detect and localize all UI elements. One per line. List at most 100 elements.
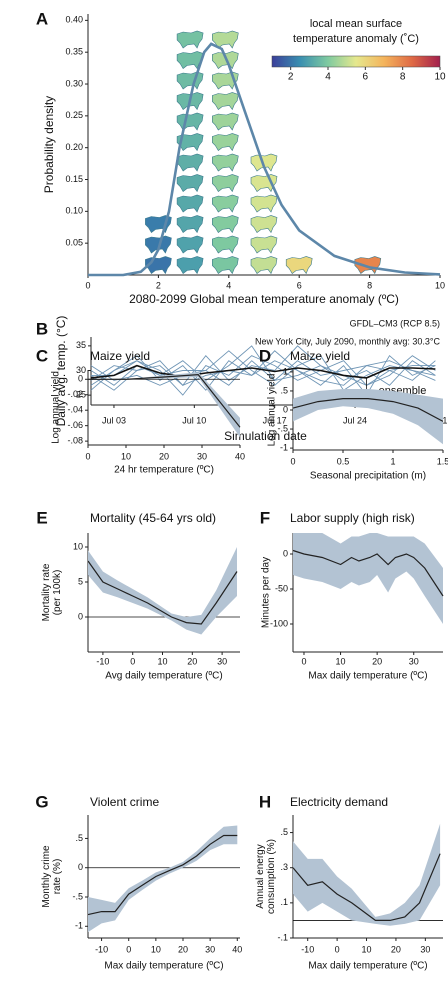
panel-letter: E	[36, 508, 47, 527]
x-tick-label: 10	[362, 944, 372, 954]
y-axis-label: (per 100k)	[52, 570, 63, 616]
x-tick-label: 0	[301, 656, 306, 666]
x-tick-label: 30	[409, 656, 419, 666]
y-axis-label: Probability density	[42, 96, 56, 193]
x-tick-label: 0.5	[337, 456, 350, 466]
x-tick-label: 0	[85, 451, 90, 461]
y-tick-label: -.04	[67, 405, 83, 415]
map-tile	[285, 256, 313, 275]
x-tick-label: 1	[390, 456, 395, 466]
map-tile	[176, 30, 204, 49]
panel-title: Electricity demand	[290, 795, 388, 809]
x-tick-label: Jul 03	[102, 415, 126, 425]
y-tick-label: -1	[280, 442, 288, 452]
data-line	[292, 549, 444, 597]
x-tick-label: -10	[301, 944, 314, 954]
x-tick-label: 40	[235, 451, 245, 461]
map-tile	[212, 194, 239, 213]
colorbar-title: temperature anomaly (˚C)	[293, 33, 419, 45]
map-tile	[176, 194, 204, 213]
y-tick-label: 0.10	[65, 206, 83, 216]
map-tile	[176, 51, 204, 70]
x-tick-label: 8	[367, 280, 372, 290]
x-tick-label: -10	[95, 944, 108, 954]
x-tick-label: 0	[290, 456, 295, 466]
x-tick-label: 10	[158, 656, 168, 666]
data-line	[292, 853, 441, 921]
y-axis-label: Mortality rate	[41, 563, 52, 621]
map-tile	[176, 112, 204, 131]
x-tick-label: 30	[217, 656, 227, 666]
x-tick-label: 20	[372, 656, 382, 666]
y-tick-label: 30	[76, 365, 86, 375]
map-tile	[250, 194, 278, 213]
density-curve	[88, 42, 441, 277]
y-tick-label: -.5	[72, 891, 83, 901]
y-axis-label: Log annual yield	[267, 374, 278, 447]
x-tick-label: 20	[391, 944, 401, 954]
x-tick-label: -10	[96, 656, 109, 666]
y-tick-label: 35	[76, 340, 86, 350]
x-tick-label: 20	[178, 944, 188, 954]
y-axis-label: Log annual yield	[51, 371, 62, 444]
colorbar-title: local mean surface	[310, 18, 402, 30]
confidence-band	[293, 389, 443, 445]
map-tile	[212, 215, 239, 234]
x-tick-label: 10	[151, 944, 161, 954]
y-tick-label: 0	[283, 404, 288, 414]
series-line	[90, 345, 436, 386]
x-tick-label: 20	[187, 656, 197, 666]
map-tile	[250, 215, 278, 234]
map-tile	[250, 256, 278, 275]
colorbar-tick-label: 10	[434, 72, 446, 83]
y-tick-label: 25	[76, 390, 86, 400]
panel-title: Labor supply (high risk)	[290, 511, 415, 525]
series-line	[90, 364, 436, 379]
y-tick-label: .5	[280, 385, 288, 395]
y-tick-label: .3	[280, 862, 288, 872]
x-axis-label: Max daily temperature (ºC)	[104, 961, 223, 972]
confidence-band	[88, 547, 237, 635]
y-tick-label: 1	[283, 366, 288, 376]
confidence-band	[293, 533, 443, 624]
panel-letter: C	[36, 346, 48, 365]
y-tick-label: 0.25	[65, 110, 83, 120]
y-tick-label: 0.15	[65, 174, 83, 184]
y-tick-label: .5	[75, 833, 83, 843]
y-tick-label: .5	[280, 827, 288, 837]
panel-title: Violent crime	[90, 795, 159, 809]
y-tick-label: 0.35	[65, 47, 83, 57]
x-tick-label: 30	[205, 944, 215, 954]
data-line	[87, 834, 238, 916]
y-tick-label: -50	[275, 583, 288, 593]
x-tick-label: 2	[156, 280, 161, 290]
x-tick-label: 30	[420, 944, 430, 954]
x-tick-label: 0	[130, 656, 135, 666]
x-tick-label: Jul 10	[182, 415, 206, 425]
y-tick-label: -1	[75, 921, 83, 931]
data-line	[292, 398, 444, 422]
x-tick-label: 0	[335, 944, 340, 954]
x-tick-label: 20	[159, 451, 169, 461]
data-line	[88, 373, 241, 428]
colorbar	[271, 55, 441, 68]
y-tick-label: -.08	[67, 436, 83, 446]
x-tick-label: 10	[435, 280, 445, 290]
y-axis-label: Annual energy	[255, 844, 266, 909]
x-tick-label: 0	[85, 280, 90, 290]
map-tile	[176, 174, 204, 193]
map-tile	[176, 71, 204, 90]
x-axis-label: Simulation date	[224, 429, 307, 443]
x-tick-label: 4	[226, 280, 231, 290]
y-axis-label: Daily avg. temp. (°C)	[54, 316, 68, 427]
x-tick-label: 10	[121, 451, 131, 461]
y-tick-label: -.1	[277, 932, 288, 942]
map-tile	[176, 256, 204, 275]
y-tick-label: 0.20	[65, 142, 83, 152]
panel-letter: D	[259, 346, 271, 365]
y-axis-label: rate (%)	[52, 859, 63, 895]
panel-title: Mortality (45-64 yrs old)	[90, 511, 216, 525]
panel-letter: G	[35, 792, 48, 811]
